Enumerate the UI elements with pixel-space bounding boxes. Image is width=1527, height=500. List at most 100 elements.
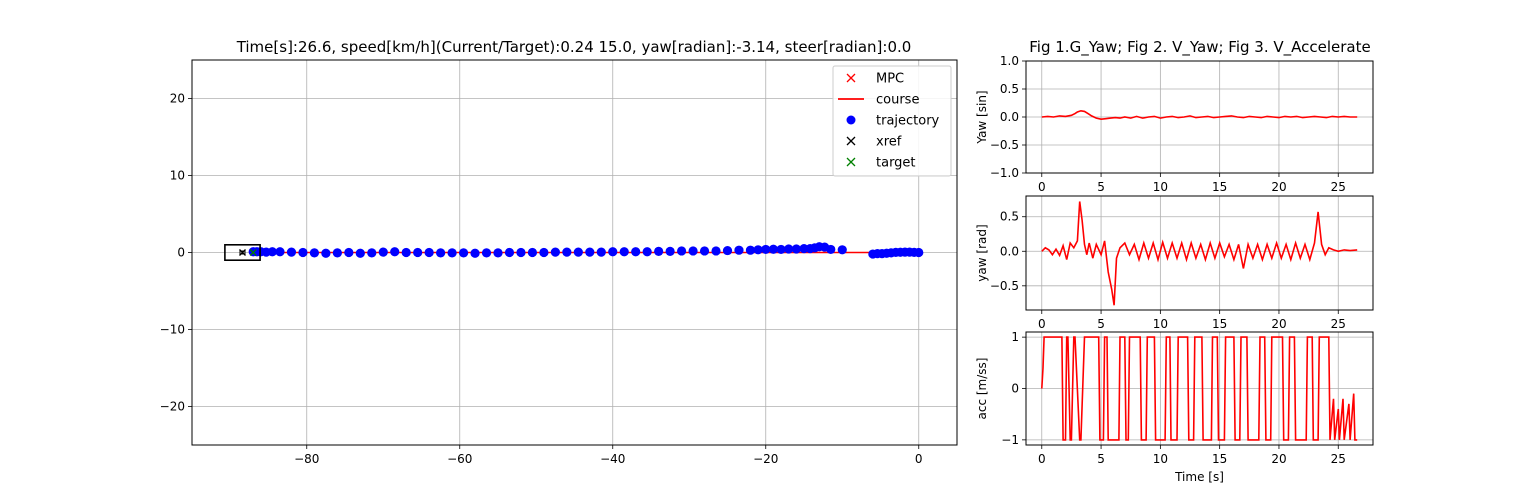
g-yaw-series-line [1041, 109, 1358, 121]
main-ytick-label: −20 [160, 400, 185, 414]
v-acc-frame [1025, 331, 1374, 446]
g-yaw-frame [1025, 60, 1374, 174]
v-yaw-series-line [1041, 201, 1358, 306]
v-acc-xtick-label: 15 [1212, 452, 1227, 466]
main-plot: −80 −60 −40 −20 0 −20 −10 0 10 20 [160, 59, 958, 466]
trajectory-point [688, 246, 698, 256]
main-xtick-label: 0 [915, 452, 923, 466]
trajectory-point [275, 247, 285, 257]
trajectory-point [424, 247, 434, 258]
v-acc-ytick-label: 0 [1011, 382, 1019, 396]
trajectory-point [608, 247, 618, 257]
legend-label-trajectory: trajectory [876, 114, 940, 129]
trajectory-point [436, 248, 446, 258]
v-yaw-plot: 0 5 10 15 20 25 −0.5 0.0 0.5 yaw [rad] [975, 195, 1374, 331]
v-yaw-ytick-label: −0.5 [990, 279, 1019, 293]
v-acc-xtick-label: 10 [1153, 452, 1168, 466]
trajectory-point [309, 248, 319, 258]
trajectory-point [745, 245, 756, 255]
v-acc-ytick-label: −1 [1001, 433, 1019, 447]
trajectory-point [447, 248, 457, 258]
v-acc-ytick-label: 1 [1011, 330, 1019, 344]
legend-marker-MPC [846, 73, 856, 83]
g-yaw-ytick-label: 0.5 [1000, 82, 1019, 96]
v-yaw-ylabel: yaw [rad] [975, 224, 989, 281]
legend: MPC course trajectory xref target [832, 65, 952, 177]
trajectory-point [401, 247, 411, 258]
trajectory-point [298, 247, 308, 258]
v-acc-series-line [1041, 336, 1358, 441]
g-yaw-xtick-label: 0 [1038, 180, 1046, 194]
trajectory-point [355, 248, 365, 258]
trajectory-point [677, 246, 687, 256]
trajectory-point [458, 248, 469, 258]
g-yaw-xtick-label: 5 [1097, 180, 1105, 194]
main-ytick-label: 10 [170, 169, 185, 183]
trajectory-point [344, 247, 354, 258]
g-yaw-plot: 0 5 10 15 20 25 −1.0 −0.5 0.0 0.5 1.0 Yaw [sin] [975, 54, 1374, 194]
main-xtick-label: −40 [600, 452, 625, 466]
v-yaw-ytick-label: 0.0 [1000, 244, 1019, 258]
v-yaw-data [1041, 201, 1358, 306]
side-plots-title: Fig 1.G_Yaw; Fig 2. V_Yaw; Fig 3. V_Acce… [1029, 38, 1370, 57]
trajectory-point [585, 247, 595, 257]
trajectory-point [768, 244, 779, 254]
v-yaw-xtick-label: 5 [1097, 317, 1105, 331]
v-yaw-xtick-label: 20 [1271, 317, 1286, 331]
v-yaw-xtick-label: 0 [1038, 317, 1046, 331]
trajectory-point [654, 246, 664, 256]
trajectory-point [799, 244, 809, 254]
main-ytick-label: 0 [177, 246, 185, 260]
trajectory-point [367, 248, 377, 258]
legend-marker-trajectory [846, 115, 856, 125]
v-acc-xtick-label: 5 [1097, 452, 1105, 466]
legend-marker-target [846, 157, 856, 167]
v-yaw-xtick-label: 10 [1153, 317, 1168, 331]
trajectory-point [734, 245, 744, 255]
v-acc-xtick-label: 0 [1038, 452, 1046, 466]
legend-marker-xref [846, 136, 856, 146]
trajectory-point [699, 246, 710, 256]
legend-label-course: course [876, 93, 919, 108]
v-yaw-xtick-label: 15 [1212, 317, 1227, 331]
v-acc-xlabel: Time [s] [1174, 470, 1224, 484]
trajectory-point [791, 244, 801, 254]
trajectory-point [527, 247, 538, 258]
main-xtick-label: −80 [294, 452, 319, 466]
legend-label-target: target [876, 156, 916, 171]
trajectory-point [761, 244, 771, 255]
trajectory-point [619, 247, 629, 257]
trajectory-point [550, 247, 560, 257]
v-acc-ylabel: acc [m/ss] [975, 358, 989, 420]
trajectory-point [631, 247, 641, 257]
trajectory-point [573, 247, 583, 257]
v-yaw-frame [1025, 195, 1374, 311]
g-yaw-xtick-label: 10 [1153, 180, 1168, 194]
g-yaw-data [1041, 109, 1358, 121]
trajectory-point [516, 247, 526, 258]
trajectory-point [665, 246, 675, 256]
main-plot-title: Time[s]:26.6, speed[km/h](Current/Target… [236, 38, 912, 56]
trajectory-point [390, 247, 400, 257]
trajectory-point [378, 247, 388, 257]
g-yaw-ytick-label: −1.0 [990, 166, 1019, 180]
main-ytick-label: 20 [170, 92, 185, 106]
main-ytick-label: −10 [160, 323, 185, 337]
trajectory-point [784, 244, 794, 254]
trajectory-point [868, 249, 878, 259]
trajectory-point [470, 248, 480, 258]
v-acc-plot: 0 5 10 15 20 25 −1 0 1 acc [m/ss] Time [s] [975, 330, 1374, 484]
main-data [224, 242, 924, 262]
trajectory-point [642, 247, 652, 257]
target-marker [249, 249, 257, 256]
g-yaw-ylabel: Yaw [sin] [975, 90, 989, 144]
trajectory-point [776, 244, 786, 255]
main-xtick-label: −20 [753, 452, 778, 466]
trajectory-point [837, 245, 847, 255]
g-yaw-ytick-label: 0.0 [1000, 110, 1019, 124]
legend-label-MPC: MPC [876, 72, 904, 87]
main-frame [191, 59, 958, 446]
v-yaw-ytick-label: 0.5 [1000, 210, 1019, 224]
trajectory-point [332, 248, 342, 258]
